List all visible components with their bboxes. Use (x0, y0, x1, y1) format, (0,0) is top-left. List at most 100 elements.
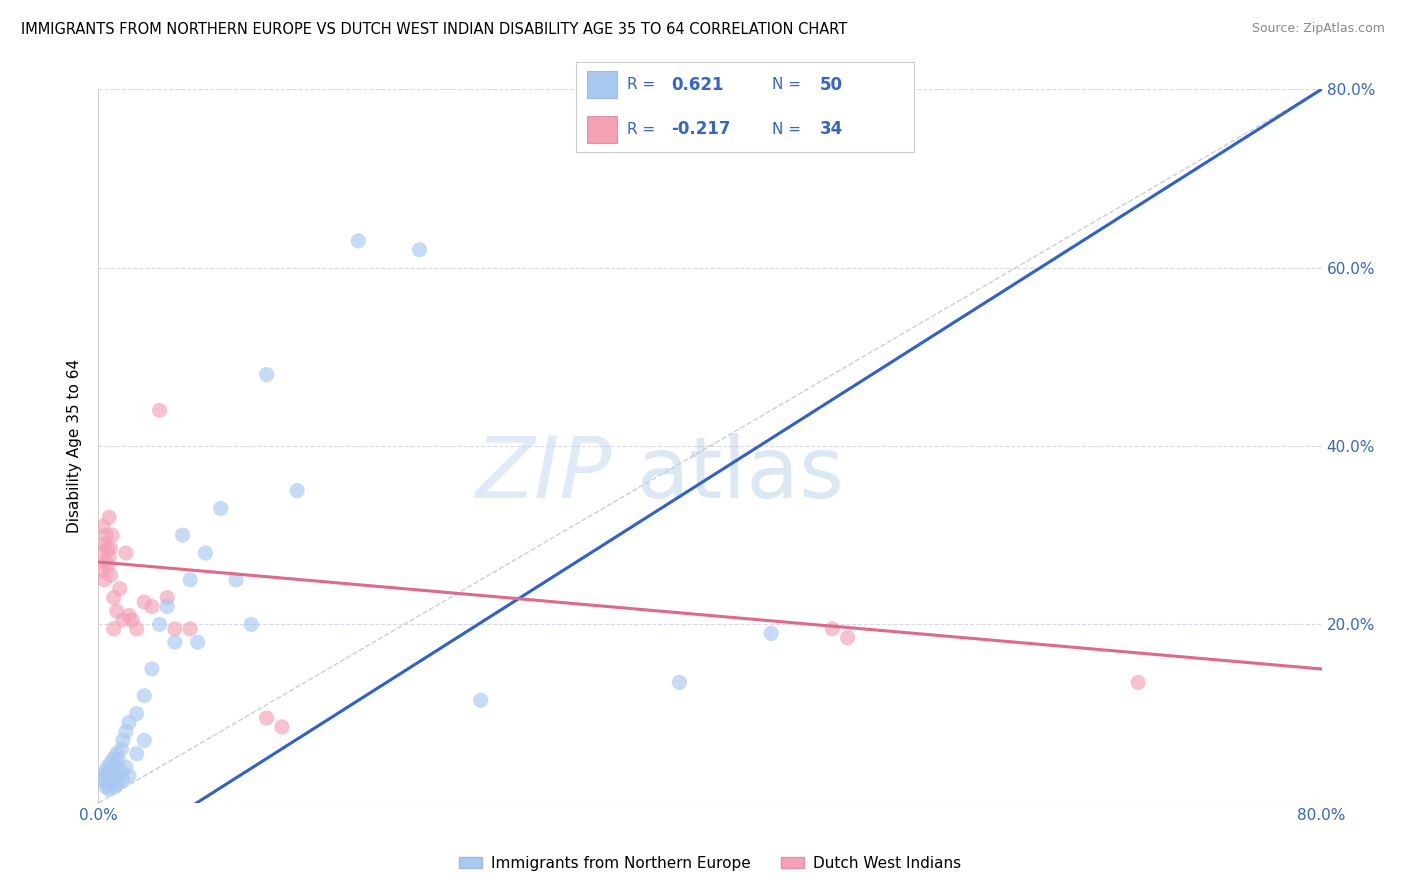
Point (97, 559, 120, 574)
Point (111, 613, 134, 627)
Point (105, 747, 128, 761)
Y-axis label: Disability Age 35 to 64: Disability Age 35 to 64 (67, 359, 83, 533)
Point (194, 546, 217, 560)
Point (285, 483, 308, 498)
Point (111, 733, 134, 747)
Point (97, 776, 120, 790)
Point (821, 622, 844, 636)
Point (163, 635, 186, 649)
Point (125, 747, 148, 761)
Point (98, 550, 121, 565)
Text: N =: N = (772, 78, 801, 92)
Point (187, 635, 209, 649)
Point (1128, 675, 1150, 690)
Point (97, 760, 120, 774)
Point (256, 711, 278, 725)
Point (225, 573, 247, 587)
FancyBboxPatch shape (586, 116, 617, 143)
Point (256, 368, 278, 382)
Point (100, 756, 122, 770)
Point (100, 773, 122, 788)
Point (115, 724, 138, 739)
Point (107, 776, 129, 790)
Text: R =: R = (627, 78, 655, 92)
Point (141, 662, 163, 676)
Point (125, 622, 148, 636)
Text: Source: ZipAtlas.com: Source: ZipAtlas.com (1251, 22, 1385, 36)
Point (209, 501, 232, 516)
Text: atlas: atlas (637, 433, 845, 516)
Text: 34: 34 (820, 120, 842, 138)
Point (125, 706, 148, 721)
Text: ZIP: ZIP (475, 433, 612, 516)
Point (759, 626, 782, 640)
Point (156, 591, 179, 605)
Point (110, 742, 132, 756)
Text: 50: 50 (820, 76, 842, 94)
Point (105, 604, 128, 618)
Point (103, 771, 125, 785)
Text: 0.621: 0.621 (671, 76, 724, 94)
Point (101, 764, 124, 779)
Point (149, 403, 172, 417)
Point (94, 780, 117, 794)
Point (134, 595, 156, 609)
Point (115, 546, 138, 560)
Point (179, 573, 201, 587)
Point (107, 753, 129, 767)
Point (115, 760, 138, 774)
Point (105, 769, 128, 783)
Point (90, 564, 112, 578)
Point (172, 528, 194, 542)
FancyBboxPatch shape (586, 71, 617, 98)
Point (134, 733, 156, 747)
Point (98, 769, 121, 783)
Point (347, 234, 370, 248)
Point (103, 591, 125, 605)
Point (101, 778, 124, 792)
Point (111, 773, 134, 788)
Point (98, 782, 121, 797)
Text: -0.217: -0.217 (671, 120, 731, 138)
Point (179, 622, 201, 636)
Point (149, 617, 172, 632)
Point (93, 769, 115, 783)
Text: IMMIGRANTS FROM NORTHERN EUROPE VS DUTCH WEST INDIAN DISABILITY AGE 35 TO 64 COR: IMMIGRANTS FROM NORTHERN EUROPE VS DUTCH… (21, 22, 848, 37)
Point (103, 622, 125, 636)
Point (98, 510, 121, 524)
Point (108, 582, 131, 596)
Point (91, 773, 114, 788)
Point (97, 541, 120, 556)
Point (94, 555, 117, 569)
Point (93, 573, 115, 587)
Text: N =: N = (772, 122, 801, 136)
Point (134, 689, 156, 703)
Point (110, 764, 132, 779)
Point (103, 751, 125, 765)
Point (141, 599, 163, 614)
Point (163, 622, 186, 636)
Legend: Immigrants from Northern Europe, Dutch West Indians: Immigrants from Northern Europe, Dutch W… (453, 850, 967, 877)
Point (100, 568, 122, 582)
Point (408, 243, 430, 257)
Point (837, 631, 859, 645)
Point (121, 613, 143, 627)
Point (118, 715, 141, 730)
Point (94, 528, 117, 542)
Point (270, 720, 292, 734)
Point (91, 519, 114, 533)
Point (470, 693, 492, 707)
Point (91, 546, 114, 560)
Point (240, 617, 263, 632)
Point (668, 675, 690, 690)
Point (100, 541, 122, 556)
Point (156, 599, 179, 614)
Point (118, 608, 141, 623)
Point (94, 764, 117, 779)
Point (104, 780, 127, 794)
Point (118, 769, 141, 783)
Point (104, 758, 127, 772)
Point (93, 537, 115, 551)
Text: R =: R = (627, 122, 655, 136)
Point (101, 528, 124, 542)
